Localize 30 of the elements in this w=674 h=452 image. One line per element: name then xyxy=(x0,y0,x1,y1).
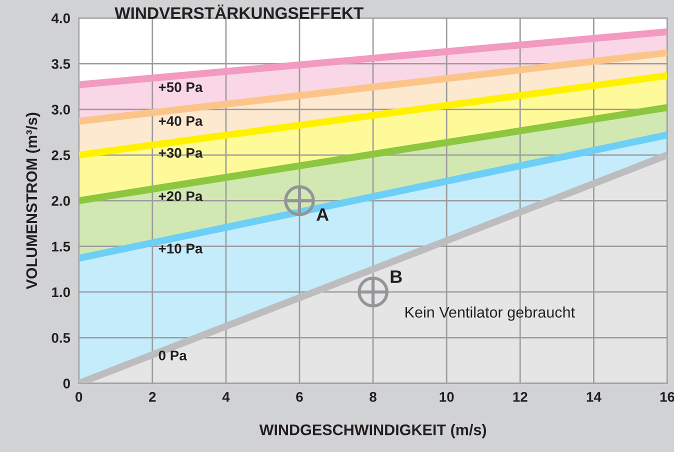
x-tick-label: 14 xyxy=(586,392,602,402)
series-label: +10 Pa xyxy=(158,244,203,254)
series-label: +30 Pa xyxy=(158,148,203,158)
y-tick-label: 3.0 xyxy=(52,104,70,115)
series-label: +20 Pa xyxy=(158,191,203,202)
y-tick-label: 2.0 xyxy=(52,196,70,206)
chart-title: WINDVERSTÄRKUNGSEFFEKT xyxy=(114,4,364,20)
x-tick-label: 4 xyxy=(222,392,230,402)
y-tick-label: 3.5 xyxy=(52,59,70,69)
y-tick-label: 0.5 xyxy=(52,332,70,343)
x-axis-title: WINDGESCHWINDIGKEIT (m/s) xyxy=(259,424,486,438)
annotation: Kein Ventilator gebraucht xyxy=(406,306,575,321)
series-label: +40 Pa xyxy=(158,116,203,126)
series-label: 0 Pa xyxy=(158,350,187,360)
y-tick-label: 1.0 xyxy=(52,287,70,298)
x-tick-label: 8 xyxy=(370,392,376,402)
annotation: A xyxy=(316,208,329,221)
y-tick-label: 2.5 xyxy=(52,150,70,160)
y-axis-title: VOLUMENSTROM (m³/s) xyxy=(26,112,40,290)
x-tick-label: 12 xyxy=(513,392,528,402)
x-tick-label: 16 xyxy=(660,392,674,402)
x-tick-label: 0 xyxy=(76,392,82,402)
x-tick-label: 6 xyxy=(296,392,303,402)
series-label: +50 Pa xyxy=(158,82,203,92)
x-tick-label: 10 xyxy=(440,392,454,402)
annotation: B xyxy=(390,270,402,283)
x-tick-label: 2 xyxy=(149,392,156,402)
y-tick-label: 1.5 xyxy=(52,242,70,252)
y-tick-label: 0 xyxy=(63,378,70,388)
y-tick-label: 4.0 xyxy=(51,13,70,24)
